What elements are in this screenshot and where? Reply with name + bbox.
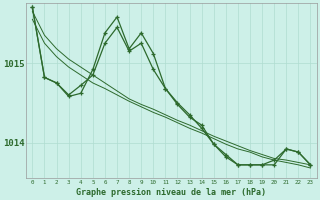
- X-axis label: Graphe pression niveau de la mer (hPa): Graphe pression niveau de la mer (hPa): [76, 188, 267, 197]
